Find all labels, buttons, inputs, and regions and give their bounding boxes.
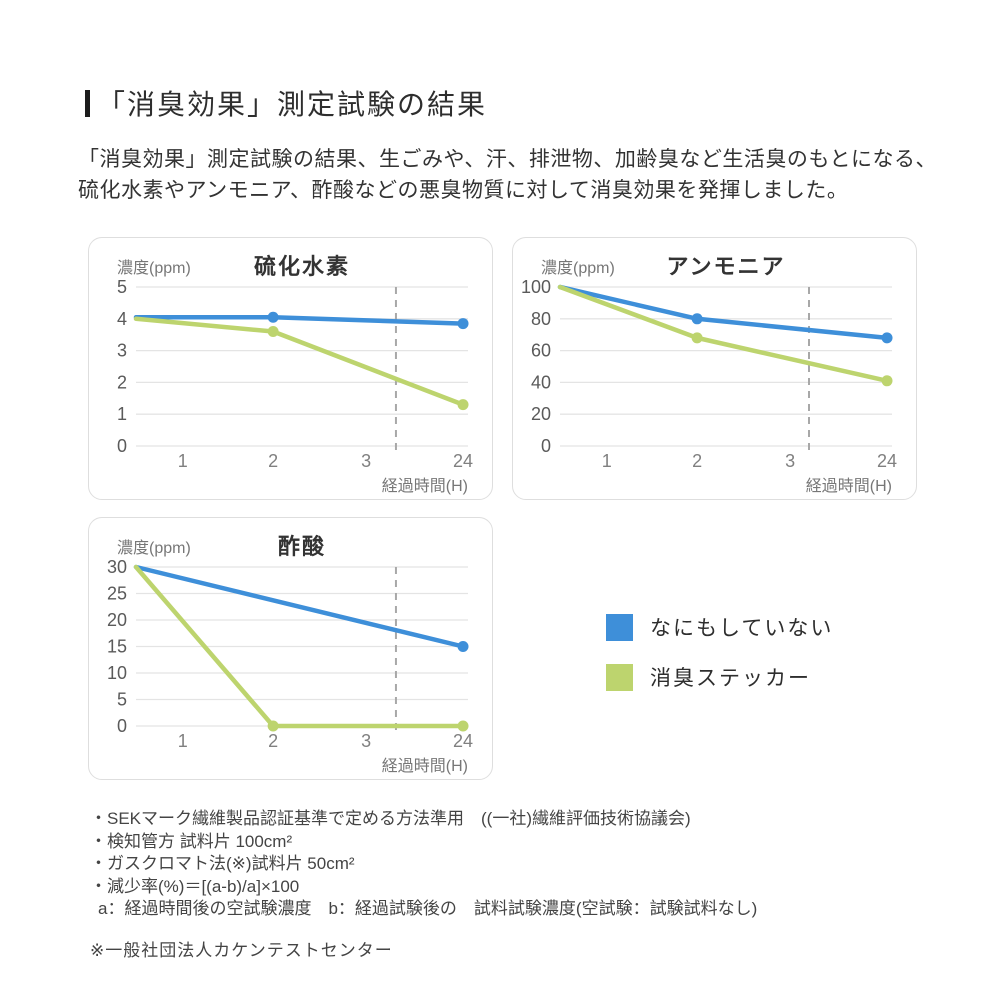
data-point-blue [457,318,469,330]
footnote-line: ・ガスクロマト法(※)試料片 50cm² [90,854,355,873]
y-axis-label: 濃度(ppm) [541,259,615,277]
data-point-blue [881,332,893,344]
x-tick-label: 1 [602,451,612,471]
x-tick-label: 1 [178,731,188,751]
y-tick-label: 4 [117,309,127,329]
x-tick-label: 3 [361,731,371,751]
legend-label-untreated: なにもしていない [650,617,834,640]
intro-line-2: 硫化水素やアンモニア、酢酸などの悪臭物質に対して消臭効果を発揮しました。 [78,179,849,202]
x-tick-label: 2 [268,731,278,751]
y-tick-label: 1 [117,404,127,424]
chart-title: 酢酸 [278,534,326,559]
y-tick-label: 3 [117,341,127,361]
footnote-line: ・減少率(%)＝[(a-b)/a]×100 [90,876,300,896]
y-tick-label: 0 [117,716,127,736]
page-title-row: 「消臭効果」測定試験の結果 [85,83,487,123]
y-tick-label: 10 [107,663,127,683]
y-tick-label: 30 [107,557,127,577]
x-tick-label: 24 [453,451,473,471]
chart-legend: なにもしていない 消臭ステッカー [606,612,833,712]
x-tick-label: 2 [692,451,702,471]
data-point-green [457,720,469,732]
title-accent-bar [85,89,90,117]
x-tick-label: 24 [877,451,897,471]
page-title: 「消臭効果」測定試験の結果 [97,89,488,120]
data-point-blue [691,313,703,325]
legend-swatch-green [606,663,633,691]
data-point-green [457,399,469,411]
y-tick-label: 2 [117,372,127,392]
y-tick-label: 20 [531,404,551,424]
y-tick-label: 15 [107,637,127,657]
y-tick-label: 60 [531,341,551,361]
data-point-blue [457,641,469,652]
data-point-green [691,332,703,344]
y-axis-label: 濃度(ppm) [117,539,191,557]
x-tick-label: 2 [268,451,278,471]
y-axis-label: 濃度(ppm) [117,259,191,277]
series-line-blue [133,564,466,649]
legend-item-deodorant-sticker: 消臭ステッカー [606,662,833,692]
y-tick-label: 100 [521,277,551,297]
data-point-green [267,720,279,732]
y-tick-label: 0 [541,436,551,456]
legend-label-deodorant-sticker: 消臭ステッカー [650,667,811,690]
data-point-blue [267,311,279,323]
legend-swatch-blue [606,613,633,641]
y-tick-label: 5 [117,690,127,710]
x-axis-label: 経過時間(H) [382,757,468,775]
x-tick-label: 24 [453,731,473,751]
chart-title: アンモニア [666,254,785,279]
chart-card-ammonia: 0 20 40 60 80 100 1 2 3 24 濃度(ppm) アンモニア経過時間(H) [512,237,917,500]
footnotes: ・SEKマーク繊維製品認証基準で定める方法準用 ((一社)繊維評価技術協議会) … [90,808,757,921]
y-tick-label: 25 [107,584,127,604]
y-tick-label: 20 [107,610,127,630]
source-note: ※一般社団法人カケンテストセンター [90,941,393,960]
legend-item-untreated: なにもしていない [606,612,833,642]
series-line-blue [557,284,890,341]
intro-line-1: 「消臭効果」測定試験の結果、生ごみや、汗、排泄物、加齢臭など生活臭のもとになる、 [78,148,937,171]
data-point-green [267,326,279,338]
footnote-line: ・検知管方 試料片 100cm² [90,831,293,851]
x-tick-label: 3 [361,451,371,471]
y-tick-label: 0 [117,436,127,456]
series-line-green [133,316,466,407]
chart-card-acetic-acid: 0 5 10 15 20 25 30 1 2 3 24 濃度(ppm) 酢酸経過時間(H) [88,517,493,780]
x-axis-label: 経過時間(H) [806,477,892,495]
y-tick-label: 40 [531,372,551,392]
footnote-line: a：経過時間後の空試験濃度 b：経過試験後の 試料試験濃度(空試験：試験試料なし… [98,899,758,918]
footnote-line: ・SEKマーク繊維製品認証基準で定める方法準用 ((一社)繊維評価技術協議会) [90,809,691,828]
intro-paragraph: 「消臭効果」測定試験の結果、生ごみや、汗、排泄物、加齢臭など生活臭のもとになる、… [78,144,937,206]
x-tick-label: 3 [785,451,795,471]
x-tick-label: 1 [178,451,188,471]
y-tick-label: 5 [117,277,127,297]
x-axis-label: 経過時間(H) [382,477,468,495]
chart-title: 硫化水素 [254,254,350,279]
y-tick-label: 80 [531,309,551,329]
data-point-green [881,375,893,387]
chart-card-hydrogen-sulfide: 0 1 2 3 4 5 1 2 3 24 濃度(ppm) 硫化水素経過時間(H) [88,237,493,500]
